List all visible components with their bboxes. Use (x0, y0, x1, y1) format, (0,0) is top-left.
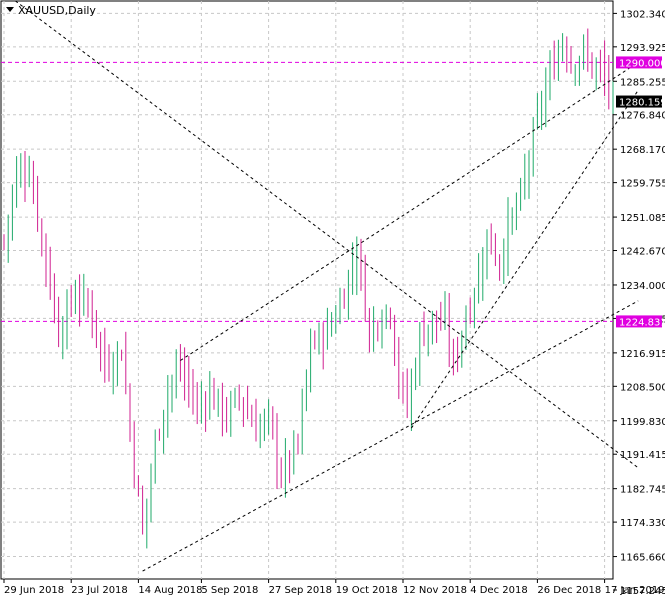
y-tick-label: 1302.340 (620, 9, 665, 20)
chart-title-text: XAUUSD,Daily (18, 4, 96, 17)
y-tick-label: 1199.830 (620, 417, 665, 428)
current-price-box (616, 95, 662, 108)
y-axis: 1302.340 1293.925 1285.255 1276.840 1268.170… (613, 9, 665, 597)
trend-line[interactable] (180, 62, 639, 361)
x-tick-label: 26 Dec 2018 (537, 585, 601, 596)
x-tick-label: 4 Dec 2018 (470, 585, 528, 596)
y-tick-label: 1293.925 (620, 43, 665, 54)
y-tick-label: 1276.840 (620, 111, 665, 122)
horizontal-lines (1, 61, 613, 322)
trend-lines (0, 0, 639, 572)
y-tick-label: 1191.415 (620, 450, 665, 461)
level-label: 1290.000 (619, 58, 665, 69)
trend-line[interactable] (142, 300, 639, 572)
x-tick-label: 19 Oct 2018 (336, 585, 398, 596)
y-tick-label: 1208.500 (620, 382, 665, 393)
y-tick-label: 1251.085 (620, 213, 665, 224)
x-tick-label: 12 Nov 2018 (403, 585, 467, 596)
x-tick-label: 17 Jan 2019 (605, 585, 665, 596)
y-tick-label: 1259.755 (620, 179, 665, 190)
y-tick-label: 1268.170 (620, 145, 665, 156)
level-label: 1224.831 (619, 317, 665, 328)
current-price-label: 1280.159 (619, 98, 665, 109)
level-label-box (616, 56, 662, 69)
trend-line[interactable] (410, 89, 639, 429)
y-tick-label: 1157.245 (620, 586, 665, 597)
y-tick-label: 1174.330 (620, 518, 665, 529)
chart-title[interactable]: XAUUSD,Daily (6, 4, 96, 17)
candles (3, 28, 614, 549)
x-tick-label: 29 Jun 2018 (4, 585, 64, 596)
y-tick-label: 1165.660 (620, 553, 665, 564)
y-tick-label: 1234.000 (620, 281, 665, 292)
x-tick-label: 5 Sep 2018 (201, 585, 258, 596)
y-tick-label: 1242.670 (620, 247, 665, 258)
level-label-box (616, 315, 662, 328)
dropdown-arrow-icon[interactable] (6, 7, 14, 12)
y-tick-label: 1285.255 (620, 77, 665, 88)
plot-frame (0, 0, 614, 580)
y-tick-label: 1216.915 (620, 349, 665, 360)
y-tick-label: 1182.745 (620, 485, 665, 496)
x-tick-label: 23 Jul 2018 (71, 585, 128, 596)
trend-line[interactable] (0, 0, 639, 469)
x-tick-label: 27 Sep 2018 (269, 585, 332, 596)
x-tick-label: 14 Aug 2018 (138, 585, 202, 596)
grid (1, 1, 613, 579)
